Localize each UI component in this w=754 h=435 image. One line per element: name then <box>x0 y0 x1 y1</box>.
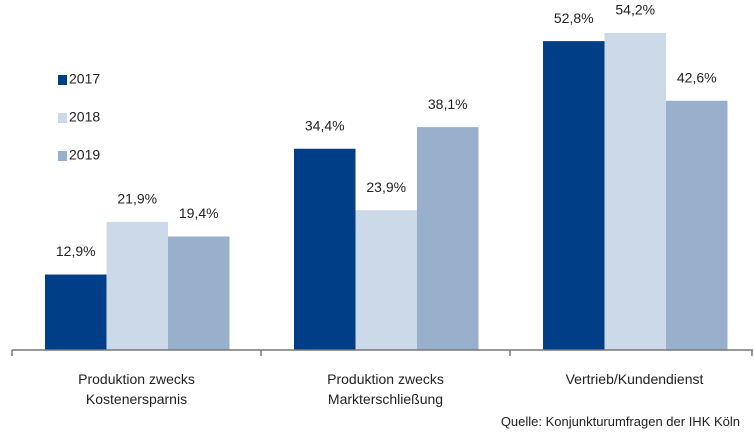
value-label: 12,9% <box>56 243 96 259</box>
legend-swatch <box>58 75 67 85</box>
bar <box>106 221 168 350</box>
x-tick-label: Produktion zwecks Markterschließung <box>327 371 444 407</box>
source-note: Quelle: Konjunkturumfragen der IHK Köln <box>500 414 740 429</box>
bar <box>294 148 356 350</box>
bar <box>543 41 605 351</box>
legend-swatch <box>58 113 67 123</box>
value-label: 23,9% <box>366 179 406 195</box>
value-label: 54,2% <box>615 2 655 18</box>
legend-label: 2017 <box>69 71 100 87</box>
value-label: 52,8% <box>554 10 594 26</box>
legend-swatch <box>58 151 67 161</box>
value-label: 34,4% <box>305 117 345 133</box>
bar <box>417 127 479 351</box>
value-label: 21,9% <box>117 191 157 207</box>
value-label: 38,1% <box>428 96 468 112</box>
x-tick-label: Vertrieb/Kundendienst <box>565 371 704 387</box>
bar <box>45 274 107 350</box>
bar <box>168 236 230 350</box>
bar <box>355 210 417 350</box>
bar <box>604 32 666 351</box>
value-label: 19,4% <box>179 205 219 221</box>
legend-label: 2019 <box>69 147 100 163</box>
legend-label: 2018 <box>69 109 100 125</box>
bar <box>666 100 728 350</box>
x-tick-label: Produktion zwecks Kostenersparnis <box>78 371 195 407</box>
value-label: 42,6% <box>677 69 717 85</box>
